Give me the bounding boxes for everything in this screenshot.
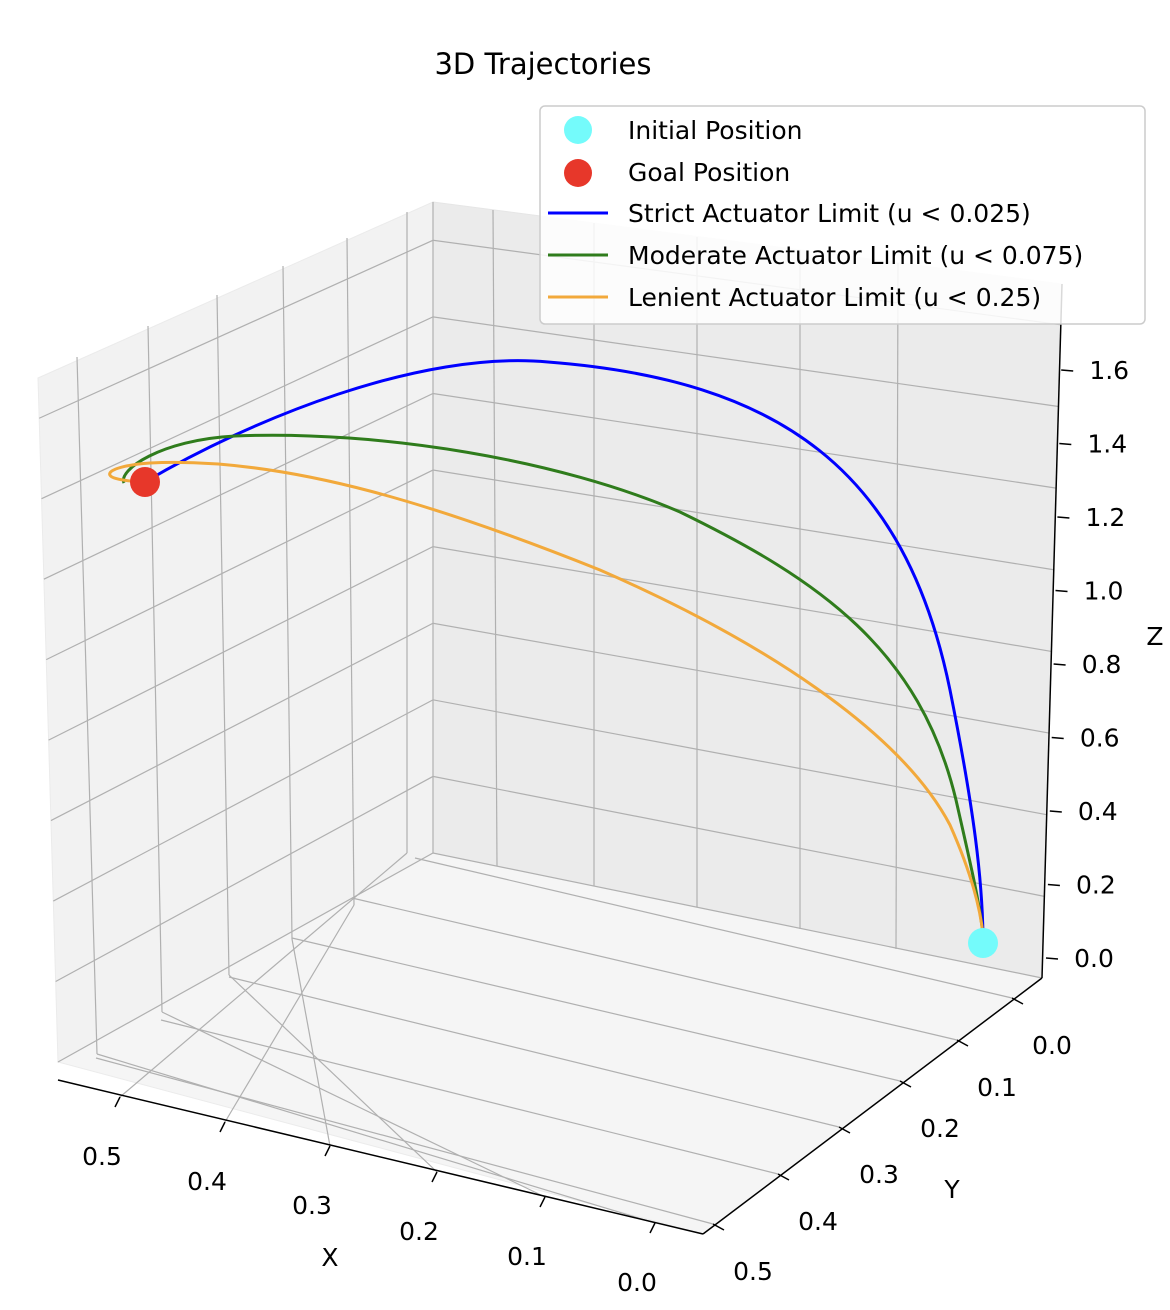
goal-position-marker <box>130 467 160 497</box>
x-grid-line-floor <box>161 1011 546 1198</box>
y-tick-label: 0.0 <box>1032 1031 1072 1060</box>
x-axis-label: X <box>321 1243 338 1272</box>
y-tick-mark <box>777 1173 790 1181</box>
y-tick-label: 0.5 <box>733 1257 773 1286</box>
legend-label-goal: Goal Position <box>628 158 790 187</box>
series-line-strict <box>144 359 985 936</box>
x-tick-label: 0.2 <box>399 1217 439 1246</box>
z-tick-mark <box>1047 883 1060 887</box>
x-grid-line-floor <box>119 852 408 1098</box>
x-tick-mark <box>649 1222 656 1234</box>
x-tick-label: 0.5 <box>82 1142 122 1171</box>
x-tick-label: 0.0 <box>617 1268 657 1297</box>
z-tick-label: 1.4 <box>1087 430 1127 459</box>
z-tick-mark <box>1045 957 1059 960</box>
series-line-moderate <box>122 433 985 936</box>
z-axis-line <box>1041 283 1063 979</box>
y-tick-mark <box>1011 997 1024 1005</box>
legend-label-lenient: Lenient Actuator Limit (u < 0.25) <box>628 283 1041 312</box>
z-tick-mark <box>1057 516 1070 519</box>
legend-marker-goal <box>564 159 592 187</box>
x-tick-label: 0.1 <box>507 1242 547 1271</box>
x-tick-label: 0.3 <box>292 1191 332 1220</box>
legend-label-moderate: Moderate Actuator Limit (u < 0.075) <box>628 241 1083 270</box>
x-tick-mark <box>114 1096 121 1108</box>
x-grid-line-wall <box>282 265 293 940</box>
z-tick-label: 1.2 <box>1086 503 1126 532</box>
z-tick-label: 0.8 <box>1082 650 1122 679</box>
y-grid-line-floor <box>228 976 840 1128</box>
y-tick-label: 0.3 <box>859 1160 899 1189</box>
x-grid-line-floor <box>228 974 438 1173</box>
initial-position-marker <box>968 928 998 958</box>
z-tick-mark <box>1053 663 1066 666</box>
legend-label-initial: Initial Position <box>628 116 802 145</box>
x-grid-line-floor <box>96 1053 656 1224</box>
z-axis-label: Z <box>1146 622 1163 651</box>
x-grid-line-wall <box>346 237 355 906</box>
z-tick-mark <box>1059 442 1072 446</box>
y-tick-label: 0.4 <box>798 1207 838 1236</box>
z-tick-mark <box>1051 736 1064 740</box>
legend-marker-initial <box>564 116 592 144</box>
y-grid-line-floor <box>291 937 901 1082</box>
y-tick-mark <box>899 1080 912 1088</box>
chart-title: 3D Trajectories <box>434 47 651 81</box>
y-grid-line-wall <box>492 209 498 867</box>
ticks: 0.0 0.2 0.4 0.6 0.8 1.0 1.2 1.4 1.6 0.5 0.4 0.3 0.2 0… <box>82 356 1129 1297</box>
x-grid-line-floor <box>291 938 331 1147</box>
x-grid-line-wall <box>216 294 230 976</box>
z-tick-label: 0.6 <box>1080 724 1120 753</box>
z-tick-mark <box>1055 589 1068 593</box>
x-grid-line-wall <box>76 356 98 1055</box>
x-tick-mark <box>539 1196 546 1208</box>
x-tick-mark <box>431 1171 438 1183</box>
x-grid-line-wall <box>147 325 163 1013</box>
y-tick-mark <box>956 1039 969 1047</box>
z-tick-label: 0.0 <box>1074 944 1114 973</box>
z-tick-label: 1.0 <box>1084 577 1124 606</box>
z-tick-mark <box>1061 369 1074 372</box>
y-grid-line-floor <box>414 857 1013 999</box>
y-grid-line-floor <box>95 1057 714 1225</box>
y-axis-line <box>702 977 1043 1235</box>
z-tick-label: 1.6 <box>1089 356 1129 385</box>
y-tick-mark <box>838 1126 851 1134</box>
legend: Initial Position Goal Position Strict Ac… <box>539 105 1146 325</box>
z-tick-label: 0.2 <box>1076 871 1116 900</box>
legend-label-strict: Strict Actuator Limit (u < 0.025) <box>628 199 1031 228</box>
series-line-lenient <box>108 460 985 936</box>
y-tick-label: 0.2 <box>920 1114 960 1143</box>
x-tick-label: 0.4 <box>187 1167 227 1196</box>
x-axis-line <box>57 1079 704 1235</box>
y-axis-label: Y <box>943 1175 960 1204</box>
y-tick-label: 0.1 <box>977 1073 1017 1102</box>
y-grid-line-wall <box>895 262 899 950</box>
x-tick-mark <box>324 1145 331 1157</box>
x-grid-line-floor <box>224 904 355 1123</box>
z-tick-label: 0.4 <box>1078 797 1118 826</box>
y-tick-mark <box>712 1223 725 1231</box>
y-grid-line-floor <box>160 1019 779 1175</box>
y-grid-line-floor <box>351 897 958 1041</box>
x-tick-mark <box>219 1121 226 1133</box>
z-tick-mark <box>1049 810 1062 813</box>
legend-box <box>539 105 1146 325</box>
